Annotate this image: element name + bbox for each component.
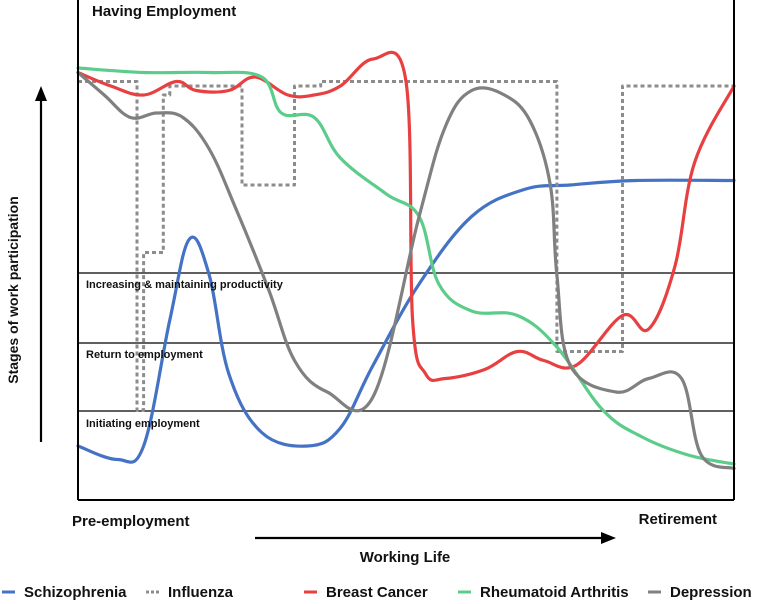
y-axis-title: Stages of work participation xyxy=(5,196,21,383)
stage-label-productivity: Increasing & maintaining productivity xyxy=(86,279,284,291)
x-arrow-head xyxy=(601,532,616,544)
axes-layer xyxy=(35,0,735,544)
legend-item-schizophrenia: Schizophrenia xyxy=(2,584,127,601)
legend-label-schizophrenia: Schizophrenia xyxy=(24,584,127,601)
stage-label-initiating: Initiating employment xyxy=(86,418,200,430)
series-line-depression xyxy=(76,70,736,471)
series-line-influenza xyxy=(78,80,734,412)
legend-label-influenza: Influenza xyxy=(168,584,234,601)
y-arrow-head xyxy=(35,86,47,101)
x-axis-title: Working Life xyxy=(360,549,451,566)
legend-label-depression: Depression xyxy=(670,584,752,601)
legend-item-depression: Depression xyxy=(648,584,752,601)
legend-item-breast-cancer: Breast Cancer xyxy=(304,584,428,601)
stage-label-return: Return to employment xyxy=(86,349,203,361)
top-label: Having Employment xyxy=(92,3,236,20)
series-line-breast-cancer xyxy=(76,50,736,383)
series-layer xyxy=(76,50,736,471)
pre-employment-label: Pre-employment xyxy=(72,513,190,530)
legend-item-rheumatoid-arthritis: Rheumatoid Arthritis xyxy=(458,584,629,601)
legend-label-rheumatoid-arthritis: Rheumatoid Arthritis xyxy=(480,584,629,601)
retirement-label: Retirement xyxy=(639,511,717,528)
legend-item-influenza: Influenza xyxy=(146,584,234,601)
legend: Schizophrenia Influenza Breast Cancer Rheum… xyxy=(2,584,752,601)
legend-label-breast-cancer: Breast Cancer xyxy=(326,584,428,601)
series-line-schizophrenia xyxy=(76,178,736,464)
